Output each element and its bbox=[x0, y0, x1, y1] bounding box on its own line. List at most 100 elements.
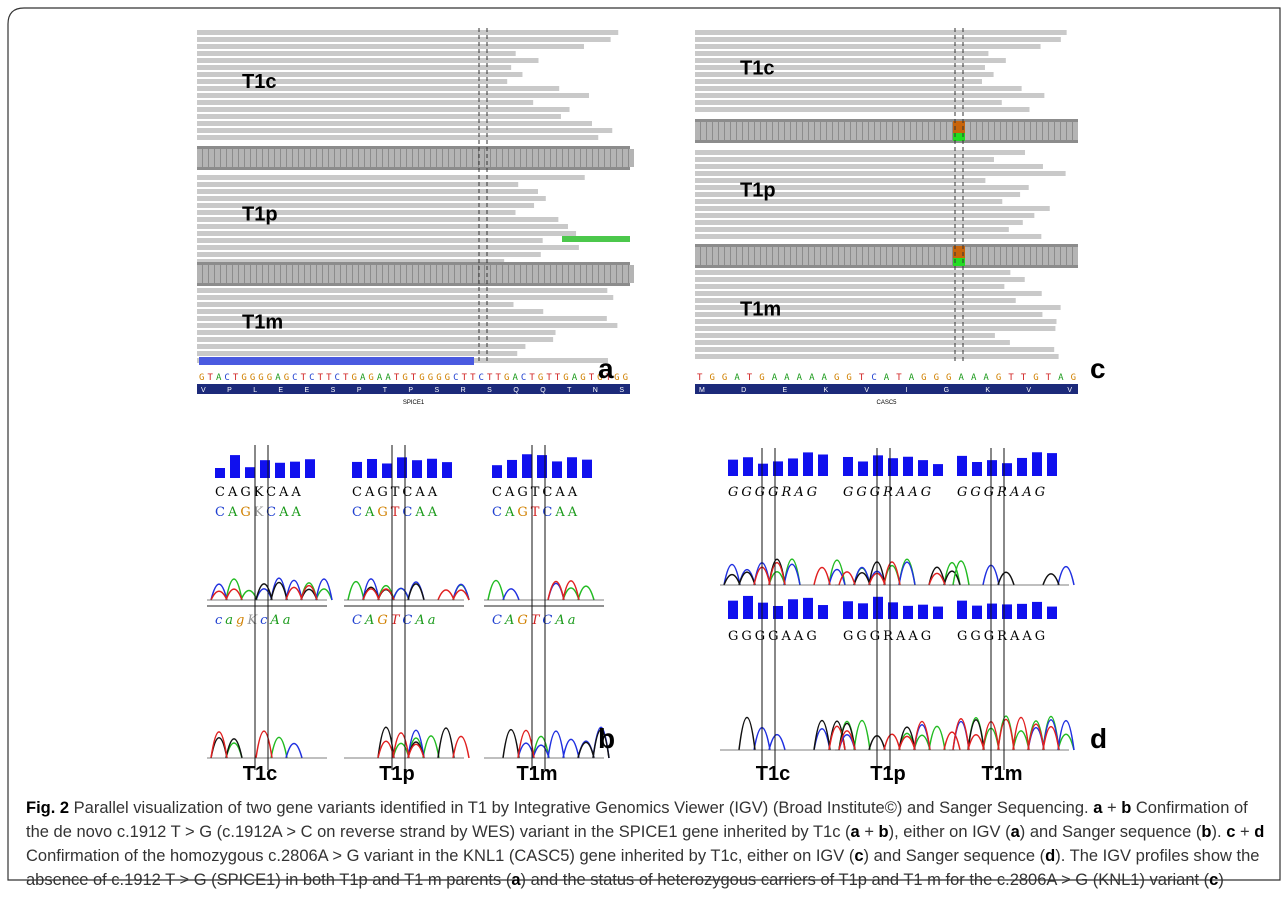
read bbox=[695, 298, 1016, 303]
coverage-bar bbox=[311, 265, 316, 283]
coverage-bar bbox=[1067, 247, 1072, 265]
coverage-bar bbox=[419, 149, 424, 167]
coverage-bar bbox=[545, 265, 550, 283]
coverage-bar bbox=[239, 265, 244, 283]
coverage-bar bbox=[755, 122, 760, 140]
quality-bar bbox=[427, 458, 437, 478]
quality-bar bbox=[843, 601, 853, 619]
quality-bar bbox=[582, 459, 592, 478]
coverage-bar bbox=[557, 149, 562, 167]
coverage-bar bbox=[605, 149, 610, 167]
coverage-bar bbox=[407, 149, 412, 167]
coverage-bar bbox=[401, 265, 406, 283]
coverage-bar bbox=[761, 122, 766, 140]
trace bbox=[407, 729, 425, 759]
coverage-bar bbox=[563, 149, 568, 167]
coverage-bar bbox=[1001, 247, 1006, 265]
allele bbox=[953, 258, 965, 266]
coverage-bar bbox=[725, 122, 730, 140]
coverage-bar bbox=[323, 265, 328, 283]
caption-run: c bbox=[1209, 871, 1219, 889]
read bbox=[695, 333, 995, 338]
coverage-bar bbox=[917, 247, 922, 265]
base-calls: CAGTCAA bbox=[352, 505, 440, 520]
coverage-bar bbox=[917, 122, 922, 140]
coverage-bar bbox=[1061, 247, 1066, 265]
coverage-bar bbox=[365, 149, 370, 167]
read bbox=[197, 259, 505, 264]
coverage-bar bbox=[569, 265, 574, 283]
coverage-bar bbox=[443, 149, 448, 167]
quality-bar bbox=[758, 463, 768, 476]
coverage-bar bbox=[713, 247, 718, 265]
coverage-bar bbox=[719, 122, 724, 140]
coverage-bar bbox=[305, 149, 310, 167]
coverage-bar bbox=[527, 265, 532, 283]
quality-bar bbox=[1002, 604, 1012, 619]
coverage-bar bbox=[719, 247, 724, 265]
read bbox=[695, 234, 1042, 239]
coverage-bar bbox=[899, 247, 904, 265]
read bbox=[197, 58, 539, 63]
caption-run: a bbox=[850, 823, 860, 841]
coverage-bar bbox=[197, 265, 202, 283]
coverage-bar bbox=[581, 265, 586, 283]
coverage-bar bbox=[905, 247, 910, 265]
coverage-bar bbox=[557, 265, 562, 283]
trace bbox=[828, 725, 846, 751]
read bbox=[197, 128, 613, 133]
quality-bar bbox=[957, 455, 967, 476]
coverage-bar bbox=[407, 265, 412, 283]
coverage-bar bbox=[587, 265, 592, 283]
quality-bar bbox=[957, 600, 967, 619]
read bbox=[197, 100, 534, 105]
coverage-bar bbox=[275, 149, 280, 167]
read bbox=[695, 58, 1006, 63]
read bbox=[695, 305, 1061, 310]
trace bbox=[838, 719, 946, 751]
read bbox=[695, 72, 994, 77]
read bbox=[197, 72, 523, 77]
quality-bar bbox=[230, 455, 240, 478]
coverage-bar bbox=[539, 149, 544, 167]
read bbox=[695, 206, 1050, 211]
track-label: T1c bbox=[242, 71, 276, 93]
base-calls: CAGTCAA bbox=[352, 485, 440, 500]
read bbox=[197, 238, 543, 243]
coverage-bar bbox=[827, 247, 832, 265]
trace bbox=[210, 577, 333, 601]
coverage-bar bbox=[995, 247, 1000, 265]
coverage-bar bbox=[431, 149, 436, 167]
caption-run: d bbox=[1254, 823, 1265, 841]
coverage-bar bbox=[575, 265, 580, 283]
amino-bar bbox=[695, 384, 1078, 394]
read bbox=[197, 252, 541, 257]
coverage-bar bbox=[743, 247, 748, 265]
coverage-bar bbox=[797, 247, 802, 265]
caption-run: + bbox=[859, 823, 879, 841]
quality-bar bbox=[788, 599, 798, 619]
read bbox=[197, 231, 577, 236]
gene: CASC5 bbox=[876, 400, 897, 406]
base-calls: GGGRAAG bbox=[843, 485, 934, 500]
coverage-bar bbox=[245, 265, 250, 283]
trace bbox=[210, 730, 273, 759]
read bbox=[197, 196, 546, 201]
coverage-bar bbox=[215, 149, 220, 167]
coverage-bar bbox=[707, 122, 712, 140]
read bbox=[197, 121, 592, 126]
quality-bar bbox=[1047, 453, 1057, 476]
trace bbox=[517, 729, 535, 759]
caption-run: c bbox=[1226, 823, 1236, 841]
coverage-bar bbox=[971, 122, 976, 140]
quality-bar bbox=[1002, 463, 1012, 476]
coverage-bar bbox=[371, 149, 376, 167]
base-calls: CAGTCAA bbox=[492, 485, 580, 500]
coverage-bar bbox=[1049, 247, 1054, 265]
coverage-bar bbox=[815, 247, 820, 265]
read bbox=[695, 326, 1056, 331]
caption-run: b bbox=[878, 823, 889, 841]
read bbox=[695, 51, 989, 56]
coverage-bar bbox=[935, 122, 940, 140]
coverage-bar bbox=[785, 122, 790, 140]
